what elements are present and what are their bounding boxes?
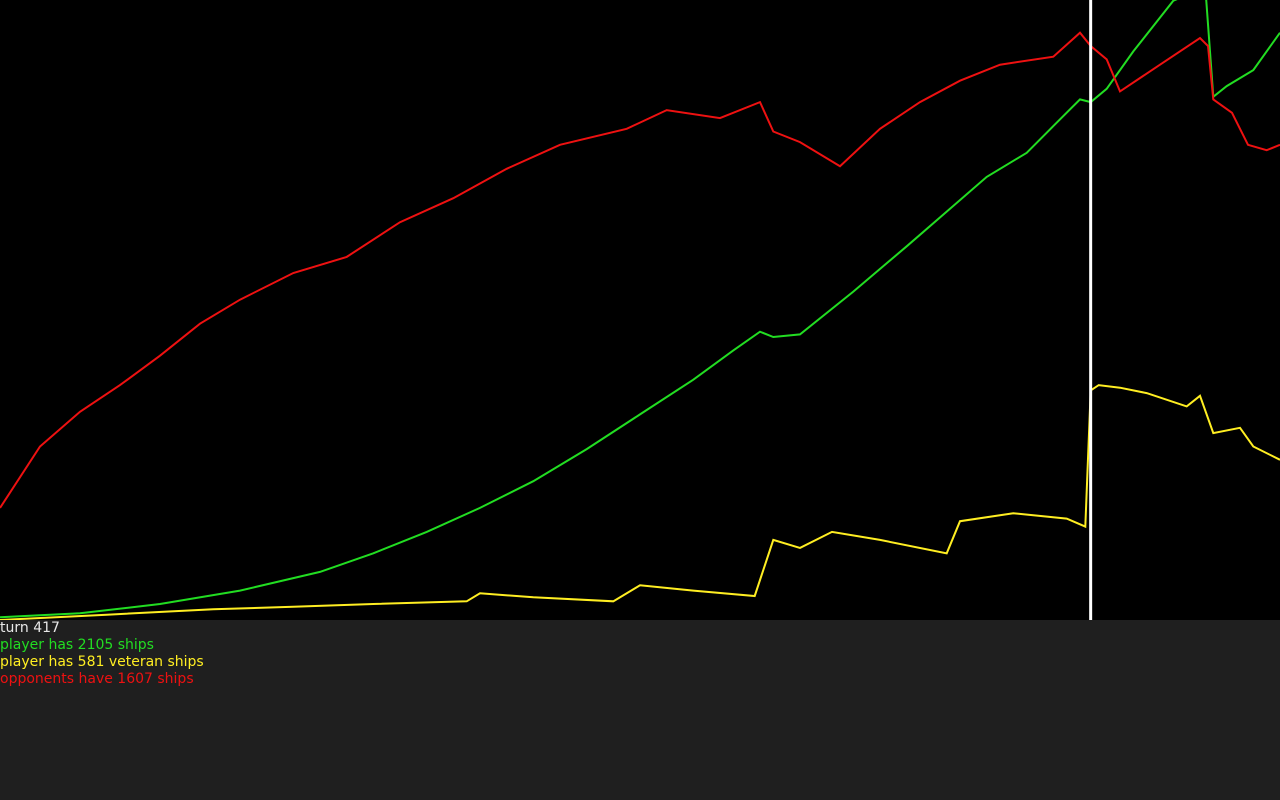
veteran-ships-line (0, 384, 1280, 620)
veteran-ships-label: player has 581 veteran ships (0, 654, 204, 670)
chart-svg (0, 0, 1280, 620)
opponent-ships-label: opponents have 1607 ships (0, 671, 194, 687)
stats-panel: turn 417 player has 2105 ships player ha… (0, 620, 1280, 800)
player-ships-label: player has 2105 ships (0, 637, 154, 653)
turn-label: turn 417 (0, 620, 60, 636)
player-ships-line (0, 0, 1280, 619)
opponent-ships-line (0, 31, 1280, 509)
ship-history-chart (0, 0, 1280, 620)
